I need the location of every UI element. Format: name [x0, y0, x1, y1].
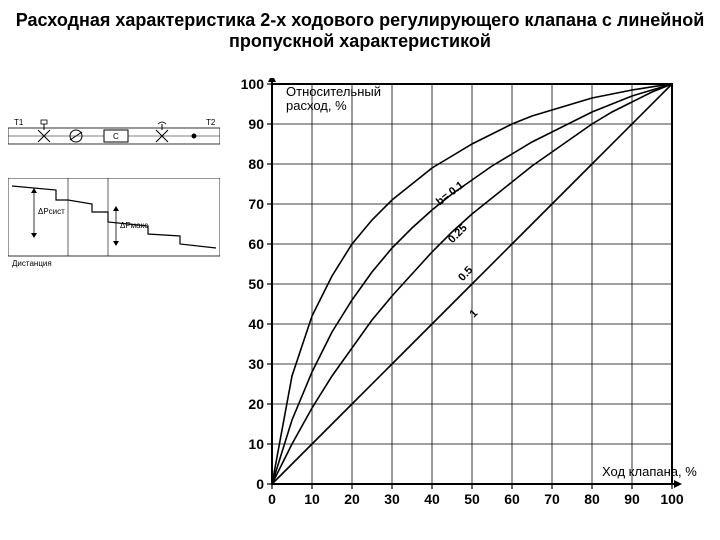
x-tick: 30: [384, 491, 400, 507]
x-tick: 10: [304, 491, 320, 507]
y-tick: 30: [248, 356, 264, 372]
x-tick: 50: [464, 491, 480, 507]
valve-icon: [38, 120, 50, 142]
y-tick: 80: [248, 156, 264, 172]
label-t1: T1: [14, 118, 24, 127]
x-tick: 40: [424, 491, 440, 507]
y-tick: 50: [248, 276, 264, 292]
valve-schematic: T1 T2 C: [8, 110, 220, 160]
y-tick: 40: [248, 316, 264, 332]
y-tick: 10: [248, 436, 264, 452]
x-tick: 60: [504, 491, 520, 507]
y-tick: 0: [256, 476, 264, 492]
label-t2: T2: [206, 118, 216, 127]
y-tick: 20: [248, 396, 264, 412]
controller-icon: C: [104, 130, 128, 142]
y-tick: 60: [248, 236, 264, 252]
dp-max-label: ΔPмакс: [120, 221, 148, 230]
x-tick: 0: [268, 491, 276, 507]
distance-label: Дистанция: [12, 259, 52, 268]
y-tick: 70: [248, 196, 264, 212]
pressure-drop-chart: ΔPсист ΔPмакс Дистанция: [8, 178, 220, 268]
x-tick: 20: [344, 491, 360, 507]
valve-icon: [156, 122, 168, 142]
y-tick: 100: [241, 78, 265, 92]
node-dot: [192, 134, 197, 139]
page-title: Расходная характеристика 2-х ходового ре…: [0, 10, 720, 52]
x-tick: 70: [544, 491, 560, 507]
pressure-curve: [12, 186, 216, 248]
x-axis-title: Ход клапана, %: [602, 464, 697, 479]
x-tick: 90: [624, 491, 640, 507]
x-tick: 100: [660, 491, 684, 507]
dp-sys-label: ΔPсист: [38, 207, 65, 216]
main-chart: b= 0.10.250.5101020304050607080901000102…: [228, 78, 708, 518]
y-tick: 90: [248, 116, 264, 132]
side-diagrams: T1 T2 C ΔPсист: [8, 110, 220, 268]
x-tick: 80: [584, 491, 600, 507]
svg-text:C: C: [113, 132, 119, 141]
main-chart-svg: b= 0.10.250.5101020304050607080901000102…: [228, 78, 708, 518]
